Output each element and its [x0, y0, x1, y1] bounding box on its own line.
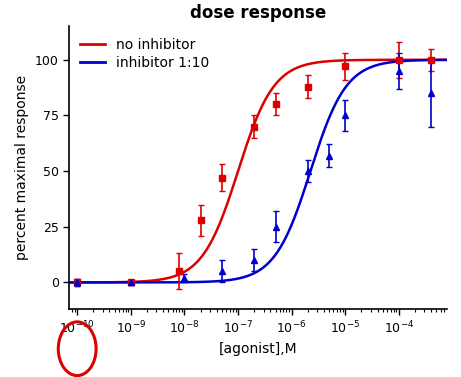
- Legend: no inhibitor, inhibitor 1:10: no inhibitor, inhibitor 1:10: [76, 33, 214, 74]
- X-axis label: [agonist],M: [agonist],M: [219, 342, 297, 356]
- Title: dose response: dose response: [190, 4, 326, 22]
- Y-axis label: percent maximal response: percent maximal response: [15, 75, 30, 261]
